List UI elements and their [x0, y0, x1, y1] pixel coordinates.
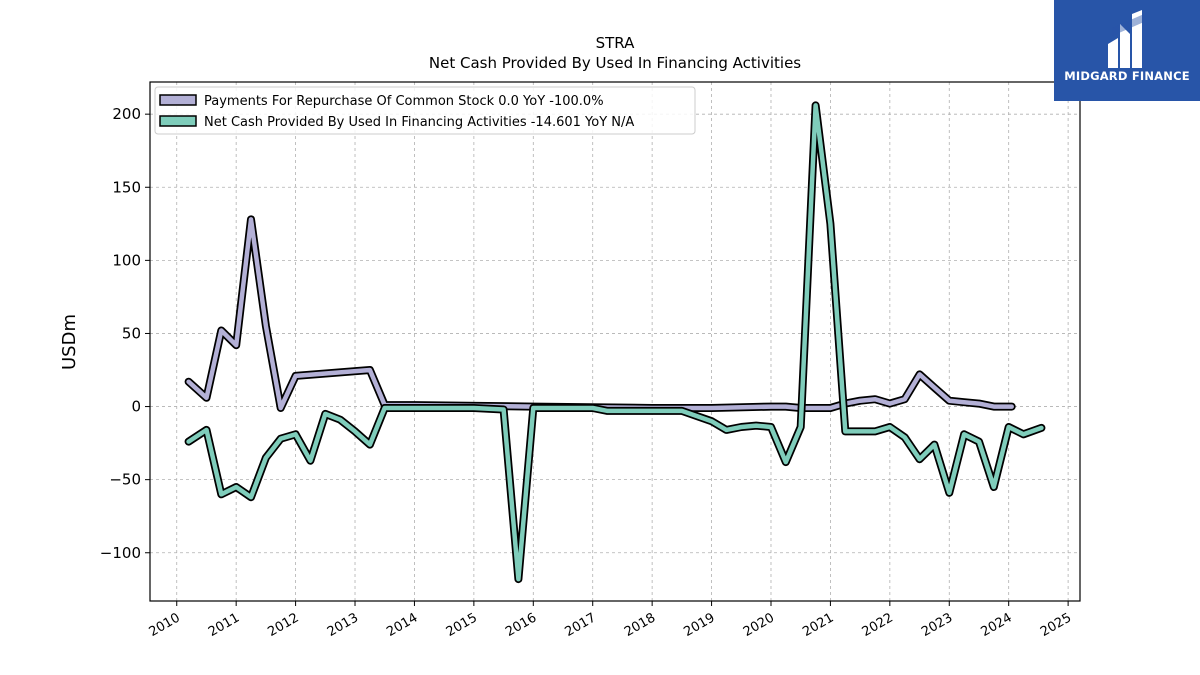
- x-tick-label: 2023: [919, 610, 955, 640]
- legend-box: [154, 86, 696, 135]
- chart-title: STRA: [596, 34, 635, 52]
- y-tick-label: −50: [109, 471, 141, 489]
- y-tick-label: 50: [122, 324, 141, 342]
- legend-label-financing: Net Cash Provided By Used In Financing A…: [204, 115, 634, 130]
- plot-frame: [149, 81, 1081, 602]
- chart-subtitle: Net Cash Provided By Used In Financing A…: [429, 54, 801, 72]
- x-tick-label: 2016: [503, 610, 539, 640]
- x-tick-label: 2012: [265, 610, 301, 640]
- y-tick-label: 100: [112, 251, 141, 269]
- x-tick-label: 2017: [563, 610, 599, 640]
- x-tick-label: 2013: [325, 610, 361, 640]
- y-axis-ticks: −100 −50 0 50 100 150 200: [100, 105, 150, 562]
- x-tick-label: 2021: [800, 610, 836, 640]
- series-line-financing-outline: [184, 101, 1046, 584]
- brand-logo: MIDGARD FINANCE: [1054, 0, 1200, 101]
- x-tick-label: 2010: [147, 610, 183, 640]
- x-tick-label: 2011: [206, 610, 242, 640]
- y-axis-label: USDm: [59, 314, 80, 370]
- y-tick-label: 200: [112, 105, 141, 123]
- midgard-logo-icon: [1108, 10, 1144, 68]
- y-tick-label: 150: [112, 178, 141, 196]
- grid-lines: [150, 82, 1080, 601]
- x-tick-label: 2014: [384, 610, 420, 640]
- legend-swatch-repurchase: [159, 94, 197, 106]
- y-tick-label: 0: [131, 398, 141, 416]
- brand-name: MIDGARD FINANCE: [1064, 69, 1190, 83]
- x-tick-label: 2018: [622, 610, 658, 640]
- x-axis-ticks: 2010 2011 2012 2013 2014 2015 2016 2017 2018 2019…: [147, 601, 1074, 640]
- x-tick-label: 2020: [741, 610, 777, 640]
- x-tick-label: 2025: [1038, 610, 1074, 640]
- series-line-financing: [186, 103, 1044, 582]
- legend: Payments For Repurchase Of Common Stock …: [154, 86, 696, 135]
- x-tick-label: 2024: [979, 610, 1015, 640]
- series-layer: [184, 101, 1046, 584]
- legend-swatch-financing: [159, 115, 197, 127]
- x-tick-label: 2019: [681, 610, 717, 640]
- series-line-repurchase-outline: [184, 215, 1016, 412]
- x-tick-label: 2022: [860, 610, 896, 640]
- series-line-repurchase: [186, 217, 1014, 411]
- y-tick-label: −100: [100, 544, 141, 562]
- x-tick-label: 2015: [444, 610, 480, 640]
- legend-label-repurchase: Payments For Repurchase Of Common Stock …: [204, 94, 604, 109]
